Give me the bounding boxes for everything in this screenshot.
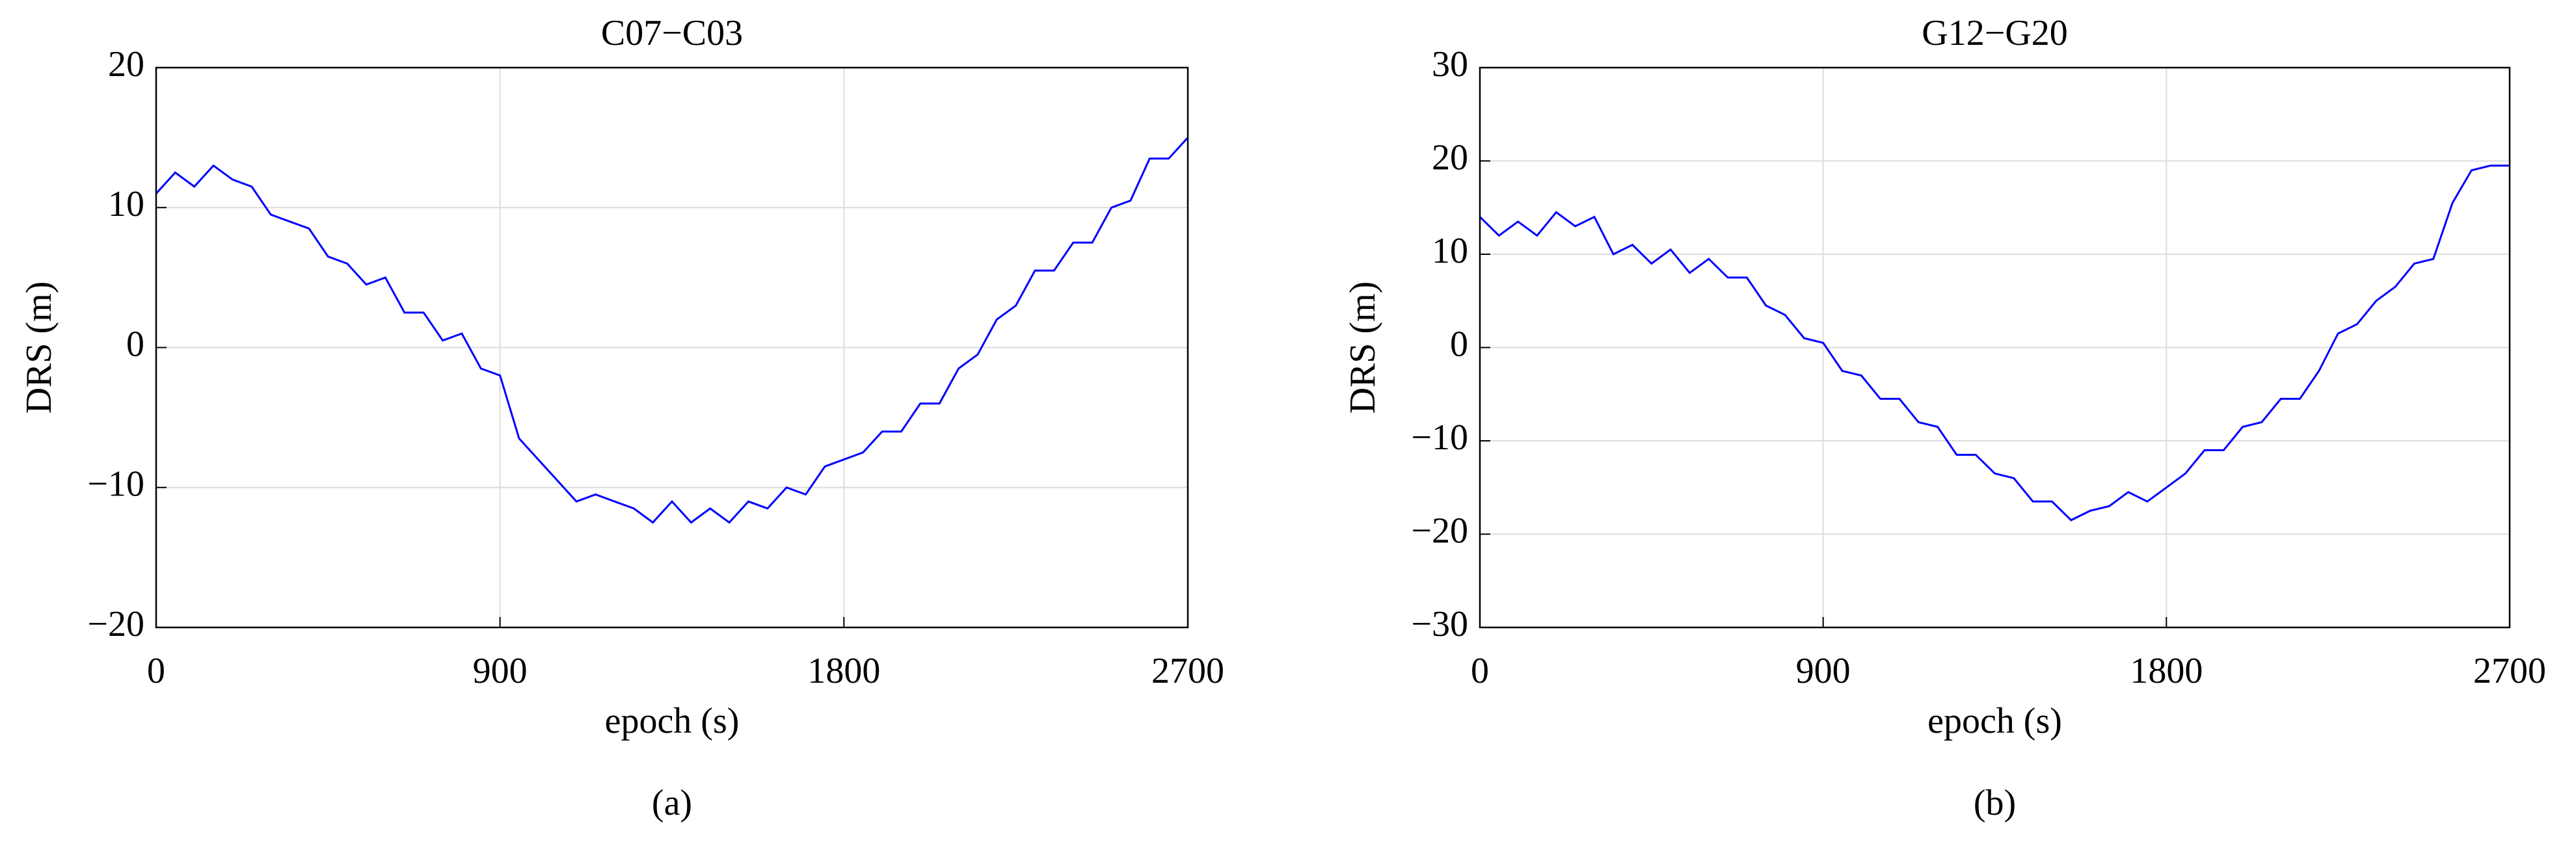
plot-frame (155, 66, 1189, 629)
y-axis-label: DRS (m) (19, 282, 59, 414)
y-tick-label: −10 (87, 464, 144, 505)
y-tick-label: −20 (87, 604, 144, 644)
x-tick-label: 900 (473, 651, 528, 691)
x-axis-label: epoch (s) (605, 701, 740, 741)
x-axis-label: epoch (s) (1927, 701, 2062, 741)
y-tick-label: 0 (126, 324, 144, 364)
y-tick-label: −30 (1411, 604, 1468, 644)
plot-frame (1479, 66, 2511, 629)
caption: (a) (652, 783, 692, 823)
y-tick-label: −10 (1411, 417, 1468, 458)
chart-title: G12−G20 (1922, 13, 2067, 53)
x-tick-label: 900 (1796, 651, 1851, 691)
data-line (155, 137, 1189, 524)
x-tick-label: 1800 (2130, 651, 2203, 691)
y-tick-label: 20 (108, 44, 144, 85)
x-tick-label: 0 (147, 651, 165, 691)
x-tick-label: 2700 (2473, 651, 2546, 691)
y-tick-label: 20 (1432, 137, 1468, 178)
y-axis-label: DRS (m) (1343, 282, 1383, 414)
data-line (1479, 164, 2510, 521)
y-tick-label: −20 (1411, 510, 1468, 551)
x-tick-label: 1800 (807, 651, 880, 691)
y-tick-label: 0 (1450, 324, 1468, 364)
y-tick-label: 30 (1432, 44, 1468, 85)
chart-title: C07−C03 (601, 13, 743, 53)
x-tick-label: 0 (1471, 651, 1489, 691)
x-tick-label: 2700 (1151, 651, 1224, 691)
caption: (b) (1974, 783, 2016, 823)
y-tick-label: 10 (108, 184, 144, 224)
y-tick-label: 10 (1432, 231, 1468, 271)
